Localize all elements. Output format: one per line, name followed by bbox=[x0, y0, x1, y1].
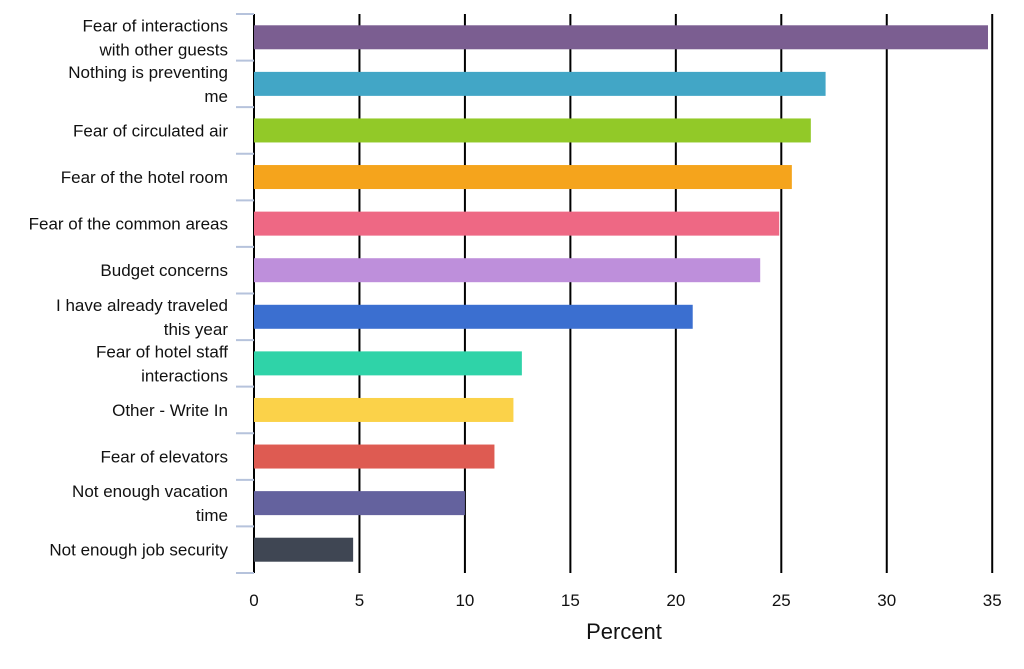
category-label: Fear of elevators bbox=[100, 448, 228, 467]
x-tick-labels: 0 5 10 15 20 25 30 35 bbox=[249, 591, 1001, 610]
category-label: Not enough job security bbox=[49, 541, 228, 560]
bar bbox=[254, 304, 693, 329]
category-labels: Fear of interactions with other guestsNot… bbox=[29, 16, 229, 559]
bars bbox=[254, 25, 988, 562]
bar bbox=[254, 25, 988, 50]
bar bbox=[254, 258, 761, 283]
bar bbox=[254, 351, 522, 376]
x-tick-label-25: 25 bbox=[772, 591, 791, 610]
bar bbox=[254, 537, 354, 562]
category-label: Fear of interactions with other guests bbox=[82, 16, 228, 59]
bar bbox=[254, 165, 792, 190]
category-label: Other - Write In bbox=[112, 401, 228, 420]
x-tick-label-5: 5 bbox=[355, 591, 364, 610]
x-axis-title: Percent bbox=[586, 619, 662, 644]
bar bbox=[254, 444, 495, 469]
category-label: Not enough vacation time bbox=[72, 482, 228, 525]
bar bbox=[254, 397, 514, 422]
x-tick-label-15: 15 bbox=[561, 591, 580, 610]
category-label: Fear of the common areas bbox=[29, 215, 228, 234]
bar bbox=[254, 211, 780, 236]
category-label: I have already traveled this year bbox=[56, 296, 228, 339]
x-tick-label-20: 20 bbox=[666, 591, 685, 610]
category-label: Fear of the hotel room bbox=[61, 168, 228, 187]
gridlines bbox=[253, 14, 994, 573]
bar bbox=[254, 71, 826, 96]
x-tick-label-35: 35 bbox=[983, 591, 1002, 610]
category-label: Budget concerns bbox=[100, 261, 228, 280]
x-tick-label-0: 0 bbox=[249, 591, 258, 610]
bar bbox=[254, 491, 465, 516]
category-label: Nothing is preventing me bbox=[68, 63, 228, 106]
bar bbox=[254, 118, 811, 143]
x-tick-label-30: 30 bbox=[877, 591, 896, 610]
category-label: Fear of hotel staff interactions bbox=[96, 342, 228, 385]
x-tick-label-10: 10 bbox=[455, 591, 474, 610]
category-tick-marks bbox=[236, 13, 254, 574]
category-label: Fear of circulated air bbox=[73, 121, 228, 140]
